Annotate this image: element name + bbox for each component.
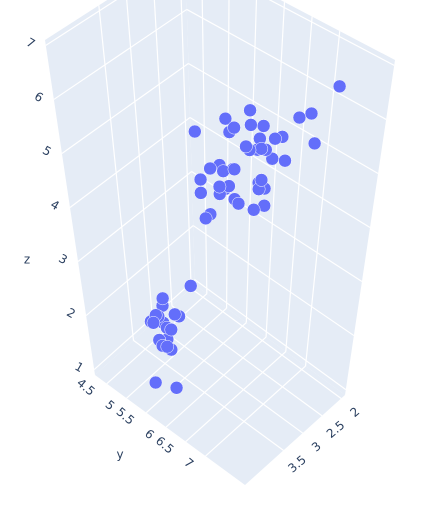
grid-line — [171, 305, 323, 417]
side-wall — [186, 0, 395, 395]
point — [231, 196, 246, 211]
grid-line — [194, 279, 347, 391]
z-tick-label: 3 — [56, 251, 70, 267]
point — [256, 119, 271, 133]
point — [243, 103, 257, 118]
point — [254, 173, 269, 187]
x-tick-label: 2.5 — [324, 418, 348, 441]
grid-line — [152, 322, 304, 434]
point — [227, 120, 241, 135]
grid-line — [61, 62, 189, 154]
point — [254, 142, 269, 156]
z-tick-label: 6 — [32, 89, 46, 105]
grid-line — [69, 117, 191, 208]
point — [218, 111, 233, 126]
grid-line — [190, 287, 342, 399]
point — [244, 118, 258, 132]
point — [278, 153, 292, 168]
grid-line — [186, 8, 387, 120]
y-tick-label: 6.5 — [153, 434, 177, 457]
x-tick-label: 3 — [309, 439, 324, 455]
point — [188, 124, 202, 139]
x-tick-label: 3.5 — [285, 453, 309, 476]
point — [304, 106, 319, 121]
point — [307, 136, 322, 151]
point — [212, 179, 227, 194]
point — [183, 279, 198, 293]
z-tick-label: 5 — [40, 143, 54, 159]
point — [332, 79, 347, 94]
x-tick-label: 2 — [347, 404, 362, 420]
y-tick-label: 6 — [142, 426, 157, 442]
point — [164, 322, 178, 337]
point — [216, 164, 230, 178]
point — [198, 211, 213, 226]
y-tick-label: 4.5 — [74, 376, 98, 399]
y-tick-label: 7 — [181, 455, 196, 471]
grid-line — [189, 116, 371, 229]
point — [155, 291, 170, 306]
z-tick-label: 2 — [64, 305, 78, 321]
grid-line — [165, 336, 267, 428]
point — [169, 381, 184, 395]
point — [268, 131, 282, 146]
y-tick-label: 5.5 — [114, 405, 138, 428]
point — [193, 172, 208, 187]
back-wall — [45, 0, 195, 375]
grid-line — [53, 8, 188, 100]
grid-line — [188, 62, 379, 174]
point — [160, 339, 174, 354]
point — [246, 203, 261, 217]
point — [168, 307, 182, 322]
grid-line — [93, 279, 196, 371]
grid-line — [185, 351, 287, 443]
y-tick-label: 5 — [103, 398, 118, 414]
z-tick-label: 7 — [24, 35, 38, 51]
point — [203, 161, 217, 176]
grid-line — [77, 171, 192, 263]
point — [239, 139, 253, 154]
point — [227, 162, 242, 177]
grid-line — [133, 339, 284, 451]
grid-line — [85, 225, 194, 317]
grid-line — [45, 0, 118, 46]
grid-line — [145, 322, 247, 414]
point — [148, 375, 163, 390]
point — [194, 186, 208, 200]
grid-line — [205, 365, 306, 457]
grid-line — [192, 225, 355, 337]
z-tick-label: 1 — [72, 359, 86, 375]
z-axis-title: z — [24, 253, 30, 267]
point — [292, 110, 307, 125]
y-axis-title: y — [116, 448, 123, 462]
grid-line — [268, 0, 395, 66]
point — [146, 316, 161, 330]
z-tick-label: 4 — [48, 197, 62, 213]
